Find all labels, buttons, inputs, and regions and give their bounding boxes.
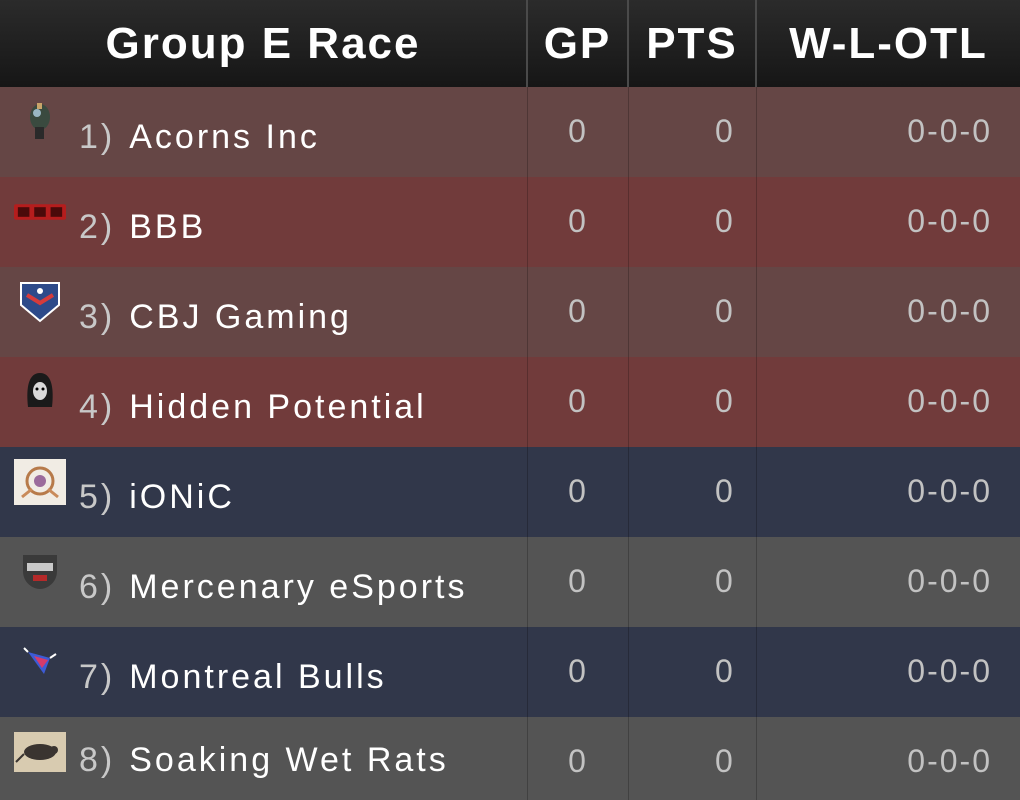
hooded-figure-logo <box>14 369 66 415</box>
record-value: 0-0-0 <box>907 653 992 689</box>
gp-cell: 0 <box>528 447 629 537</box>
record-value: 0-0-0 <box>907 473 992 509</box>
pts-value: 0 <box>715 563 735 599</box>
pts-cell: 0 <box>629 357 757 447</box>
pts-cell: 0 <box>629 267 757 357</box>
pts-cell: 0 <box>629 87 757 177</box>
acorn-helmet-logo <box>14 99 66 145</box>
pts-cell: 0 <box>629 447 757 537</box>
header-gp[interactable]: GP <box>528 0 629 87</box>
team-cell[interactable]: 2) BBB <box>0 177 528 267</box>
record-cell: 0-0-0 <box>757 357 1020 447</box>
record-value: 0-0-0 <box>907 383 992 419</box>
rank-label: 7) <box>79 658 116 696</box>
rank-label: 2) <box>79 208 116 246</box>
record-cell: 0-0-0 <box>757 87 1020 177</box>
gp-value: 0 <box>568 653 588 689</box>
record-cell: 0-0-0 <box>757 627 1020 717</box>
gp-cell: 0 <box>528 267 629 357</box>
pts-value: 0 <box>715 473 735 509</box>
gp-value: 0 <box>568 383 588 419</box>
gp-value: 0 <box>568 113 588 149</box>
team-name[interactable]: Acorns Inc <box>129 118 320 156</box>
rank-label: 3) <box>79 298 116 336</box>
team-cell[interactable]: 1) Acorns Inc <box>0 87 528 177</box>
table-header: Group E Race GP PTS W-L-OTL <box>0 0 1020 87</box>
rank-label: 1) <box>79 118 116 156</box>
team-cell[interactable]: 6) Mercenary eSports <box>0 537 528 627</box>
pts-value: 0 <box>715 203 735 239</box>
team-cell[interactable]: 7) Montreal Bulls <box>0 627 528 717</box>
table-row[interactable]: 5) iONiC 0 0 0-0-0 <box>0 447 1020 537</box>
team-cell[interactable]: 3) CBJ Gaming <box>0 267 528 357</box>
pts-value: 0 <box>715 653 735 689</box>
record-cell: 0-0-0 <box>757 447 1020 537</box>
team-name[interactable]: Montreal Bulls <box>129 658 387 696</box>
pts-value: 0 <box>715 383 735 419</box>
gp-value: 0 <box>568 473 588 509</box>
team-cell[interactable]: 4) Hidden Potential <box>0 357 528 447</box>
team-name[interactable]: Soaking Wet Rats <box>129 741 449 779</box>
gp-cell: 0 <box>528 627 629 717</box>
record-value: 0-0-0 <box>907 293 992 329</box>
record-cell: 0-0-0 <box>757 717 1020 800</box>
gp-cell: 0 <box>528 177 629 267</box>
gp-cell: 0 <box>528 87 629 177</box>
header-title: Group E Race <box>0 0 528 87</box>
gp-cell: 0 <box>528 717 629 800</box>
record-value: 0-0-0 <box>907 563 992 599</box>
table-row[interactable]: 4) Hidden Potential 0 0 0-0-0 <box>0 357 1020 447</box>
team-name[interactable]: Hidden Potential <box>129 388 427 426</box>
rank-label: 4) <box>79 388 116 426</box>
pts-cell: 0 <box>629 717 757 800</box>
team-cell[interactable]: 8) Soaking Wet Rats <box>0 717 528 800</box>
rat-logo <box>14 729 66 775</box>
team-name[interactable]: Mercenary eSports <box>129 568 468 606</box>
table-row[interactable]: 2) BBB 0 0 0-0-0 <box>0 177 1020 267</box>
team-name[interactable]: CBJ Gaming <box>129 298 352 336</box>
gp-value: 0 <box>568 563 588 599</box>
pts-cell: 0 <box>629 177 757 267</box>
table-row[interactable]: 8) Soaking Wet Rats 0 0 0-0-0 <box>0 717 1020 800</box>
record-value: 0-0-0 <box>907 203 992 239</box>
table-row[interactable]: 6) Mercenary eSports 0 0 0-0-0 <box>0 537 1020 627</box>
pts-cell: 0 <box>629 627 757 717</box>
gp-cell: 0 <box>528 537 629 627</box>
pts-value: 0 <box>715 293 735 329</box>
team-cell[interactable]: 5) iONiC <box>0 447 528 537</box>
cbj-shield-logo <box>14 279 66 325</box>
table-row[interactable]: 3) CBJ Gaming 0 0 0-0-0 <box>0 267 1020 357</box>
rank-label: 6) <box>79 568 116 606</box>
pts-value: 0 <box>715 113 735 149</box>
header-pts[interactable]: PTS <box>629 0 757 87</box>
pts-value: 0 <box>715 743 735 779</box>
mercenary-mask-logo <box>14 549 66 595</box>
pts-cell: 0 <box>629 537 757 627</box>
record-cell: 0-0-0 <box>757 267 1020 357</box>
bbb-wordmark-logo <box>14 189 66 235</box>
team-name[interactable]: iONiC <box>129 478 235 516</box>
team-name[interactable]: BBB <box>129 208 207 246</box>
gp-cell: 0 <box>528 357 629 447</box>
record-cell: 0-0-0 <box>757 177 1020 267</box>
header-record[interactable]: W-L-OTL <box>789 18 988 68</box>
rank-label: 8) <box>79 741 116 779</box>
bull-logo <box>14 639 66 685</box>
gp-value: 0 <box>568 743 588 779</box>
gp-value: 0 <box>568 203 588 239</box>
rank-label: 5) <box>79 478 116 516</box>
ionic-crest-logo <box>14 459 66 505</box>
record-cell: 0-0-0 <box>757 537 1020 627</box>
table-row[interactable]: 1) Acorns Inc 0 0 0-0-0 <box>0 87 1020 177</box>
table-row[interactable]: 7) Montreal Bulls 0 0 0-0-0 <box>0 627 1020 717</box>
record-value: 0-0-0 <box>907 113 992 149</box>
gp-value: 0 <box>568 293 588 329</box>
record-value: 0-0-0 <box>907 743 992 779</box>
